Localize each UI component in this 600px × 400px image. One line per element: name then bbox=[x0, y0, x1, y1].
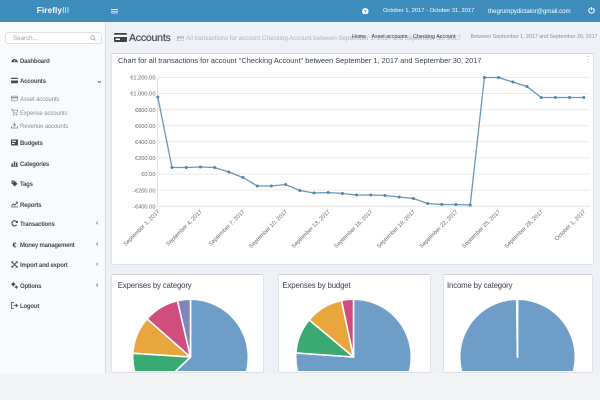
svg-text:September 7, 2017: September 7, 2017 bbox=[208, 209, 246, 247]
svg-text:€600.00: €600.00 bbox=[135, 124, 156, 130]
svg-text:September 13, 2017: September 13, 2017 bbox=[291, 209, 332, 250]
svg-text:€200.00: €200.00 bbox=[135, 156, 156, 162]
svg-text:€0.00: €0.00 bbox=[141, 172, 155, 178]
svg-text:September 16, 2017: September 16, 2017 bbox=[334, 209, 375, 250]
svg-text:September 19, 2017: September 19, 2017 bbox=[376, 209, 417, 250]
svg-text:September 1, 2017: September 1, 2017 bbox=[123, 209, 161, 247]
svg-text:September 4, 2017: September 4, 2017 bbox=[165, 209, 203, 247]
svg-text:€400.00: €400.00 bbox=[135, 140, 156, 146]
svg-text:€1,000.00: €1,000.00 bbox=[130, 92, 155, 98]
svg-text:September 10, 2017: September 10, 2017 bbox=[248, 209, 289, 250]
svg-text:September 22, 2017: September 22, 2017 bbox=[419, 209, 460, 250]
svg-text:?: ? bbox=[364, 9, 367, 14]
svg-text:-€200.00: -€200.00 bbox=[133, 188, 155, 194]
svg-text:September 28, 2017: September 28, 2017 bbox=[504, 209, 545, 250]
svg-text:September 25, 2017: September 25, 2017 bbox=[461, 209, 502, 250]
svg-text:€800.00: €800.00 bbox=[135, 108, 156, 114]
svg-text:€: € bbox=[13, 241, 17, 248]
svg-text:-€400.00: -€400.00 bbox=[133, 204, 155, 210]
svg-text:€1,200.00: €1,200.00 bbox=[130, 76, 155, 82]
svg-text:October 1, 2017: October 1, 2017 bbox=[554, 209, 587, 242]
